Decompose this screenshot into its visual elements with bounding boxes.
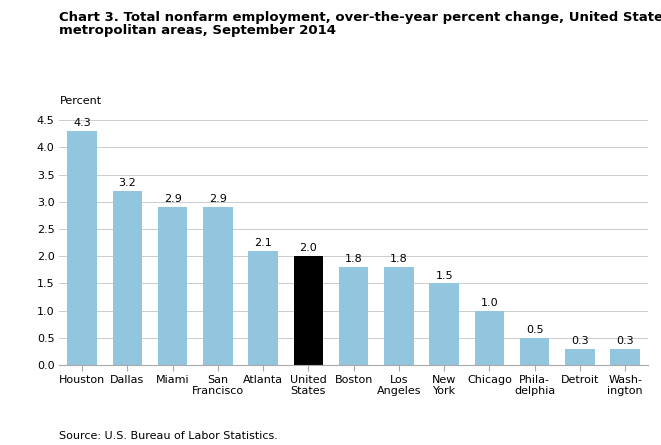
Text: 2.1: 2.1 <box>254 238 272 248</box>
Bar <box>475 311 504 365</box>
Text: 1.8: 1.8 <box>390 254 408 264</box>
Text: 4.3: 4.3 <box>73 118 91 128</box>
Bar <box>520 338 549 365</box>
Bar <box>158 207 187 365</box>
Text: 3.2: 3.2 <box>118 178 136 188</box>
Bar <box>293 256 323 365</box>
Text: Percent: Percent <box>59 96 102 106</box>
Bar <box>611 348 640 365</box>
Text: 2.0: 2.0 <box>299 243 317 253</box>
Text: 0.3: 0.3 <box>571 336 589 346</box>
Bar <box>203 207 233 365</box>
Bar <box>565 348 595 365</box>
Text: 0.3: 0.3 <box>616 336 634 346</box>
Text: metropolitan areas, September 2014: metropolitan areas, September 2014 <box>59 24 336 37</box>
Bar <box>430 283 459 365</box>
Text: 0.5: 0.5 <box>526 325 543 335</box>
Text: 2.9: 2.9 <box>209 194 227 204</box>
Text: Chart 3. Total nonfarm employment, over-the-year percent change, United States a: Chart 3. Total nonfarm employment, over-… <box>59 11 661 24</box>
Text: 2.9: 2.9 <box>164 194 182 204</box>
Bar <box>67 131 97 365</box>
Bar <box>112 191 142 365</box>
Text: 1.0: 1.0 <box>481 298 498 308</box>
Text: 1.8: 1.8 <box>345 254 362 264</box>
Text: 1.5: 1.5 <box>436 271 453 281</box>
Bar <box>249 251 278 365</box>
Text: Source: U.S. Bureau of Labor Statistics.: Source: U.S. Bureau of Labor Statistics. <box>59 431 278 441</box>
Bar <box>339 267 368 365</box>
Bar <box>384 267 414 365</box>
